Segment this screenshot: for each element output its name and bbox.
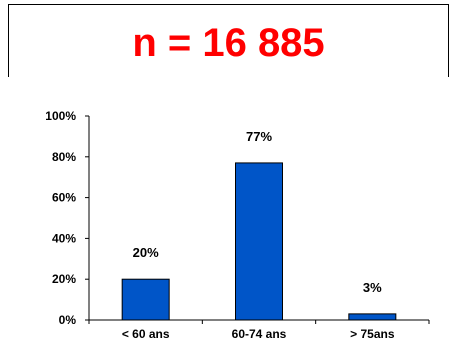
data-label: 77%	[246, 129, 272, 144]
bar	[235, 162, 283, 321]
y-tick-label: 20%	[52, 272, 76, 286]
chart-labels: 20% < 60 ans 77% 60-74 ans 3% > 75ans	[122, 129, 395, 341]
title-box: n = 16 885	[8, 4, 449, 77]
y-tick-label: 80%	[52, 150, 76, 164]
y-tick-label: 100%	[45, 109, 76, 123]
bar	[121, 278, 170, 321]
y-tick-label: 40%	[52, 231, 76, 245]
x-tick-label: 60-74 ans	[232, 327, 287, 341]
bar	[348, 313, 397, 321]
y-tick-label: 60%	[52, 191, 76, 205]
chart-title: n = 16 885	[132, 21, 325, 65]
y-tick-label: 0%	[59, 313, 77, 327]
x-tick-label: < 60 ans	[122, 327, 170, 341]
data-label: 20%	[133, 245, 159, 260]
data-label: 3%	[363, 280, 382, 295]
chart-bars	[121, 162, 397, 321]
x-tick-label: > 75ans	[350, 327, 395, 341]
